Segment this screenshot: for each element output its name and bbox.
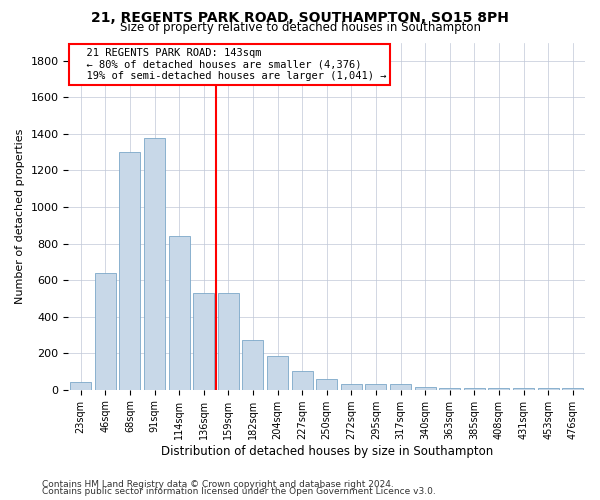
- Bar: [169, 236, 190, 390]
- Bar: [95, 273, 116, 390]
- X-axis label: Distribution of detached houses by size in Southampton: Distribution of detached houses by size …: [161, 444, 493, 458]
- Bar: [144, 138, 165, 390]
- Bar: [316, 379, 337, 390]
- Bar: [415, 387, 436, 390]
- Bar: [119, 152, 140, 390]
- Text: Size of property relative to detached houses in Southampton: Size of property relative to detached ho…: [119, 22, 481, 35]
- Text: 21, REGENTS PARK ROAD, SOUTHAMPTON, SO15 8PH: 21, REGENTS PARK ROAD, SOUTHAMPTON, SO15…: [91, 11, 509, 25]
- Bar: [488, 388, 509, 390]
- Text: Contains public sector information licensed under the Open Government Licence v3: Contains public sector information licen…: [42, 487, 436, 496]
- Text: Contains HM Land Registry data © Crown copyright and database right 2024.: Contains HM Land Registry data © Crown c…: [42, 480, 394, 489]
- Bar: [267, 356, 288, 390]
- Bar: [365, 384, 386, 390]
- Bar: [193, 293, 214, 390]
- Bar: [390, 384, 411, 390]
- Bar: [538, 388, 559, 390]
- Bar: [513, 388, 534, 390]
- Text: 21 REGENTS PARK ROAD: 143sqm
  ← 80% of detached houses are smaller (4,376)
  19: 21 REGENTS PARK ROAD: 143sqm ← 80% of de…: [74, 48, 386, 81]
- Y-axis label: Number of detached properties: Number of detached properties: [15, 128, 25, 304]
- Bar: [70, 382, 91, 390]
- Bar: [292, 372, 313, 390]
- Bar: [464, 388, 485, 390]
- Bar: [218, 293, 239, 390]
- Bar: [439, 388, 460, 390]
- Bar: [341, 384, 362, 390]
- Bar: [562, 388, 583, 390]
- Bar: [242, 340, 263, 390]
